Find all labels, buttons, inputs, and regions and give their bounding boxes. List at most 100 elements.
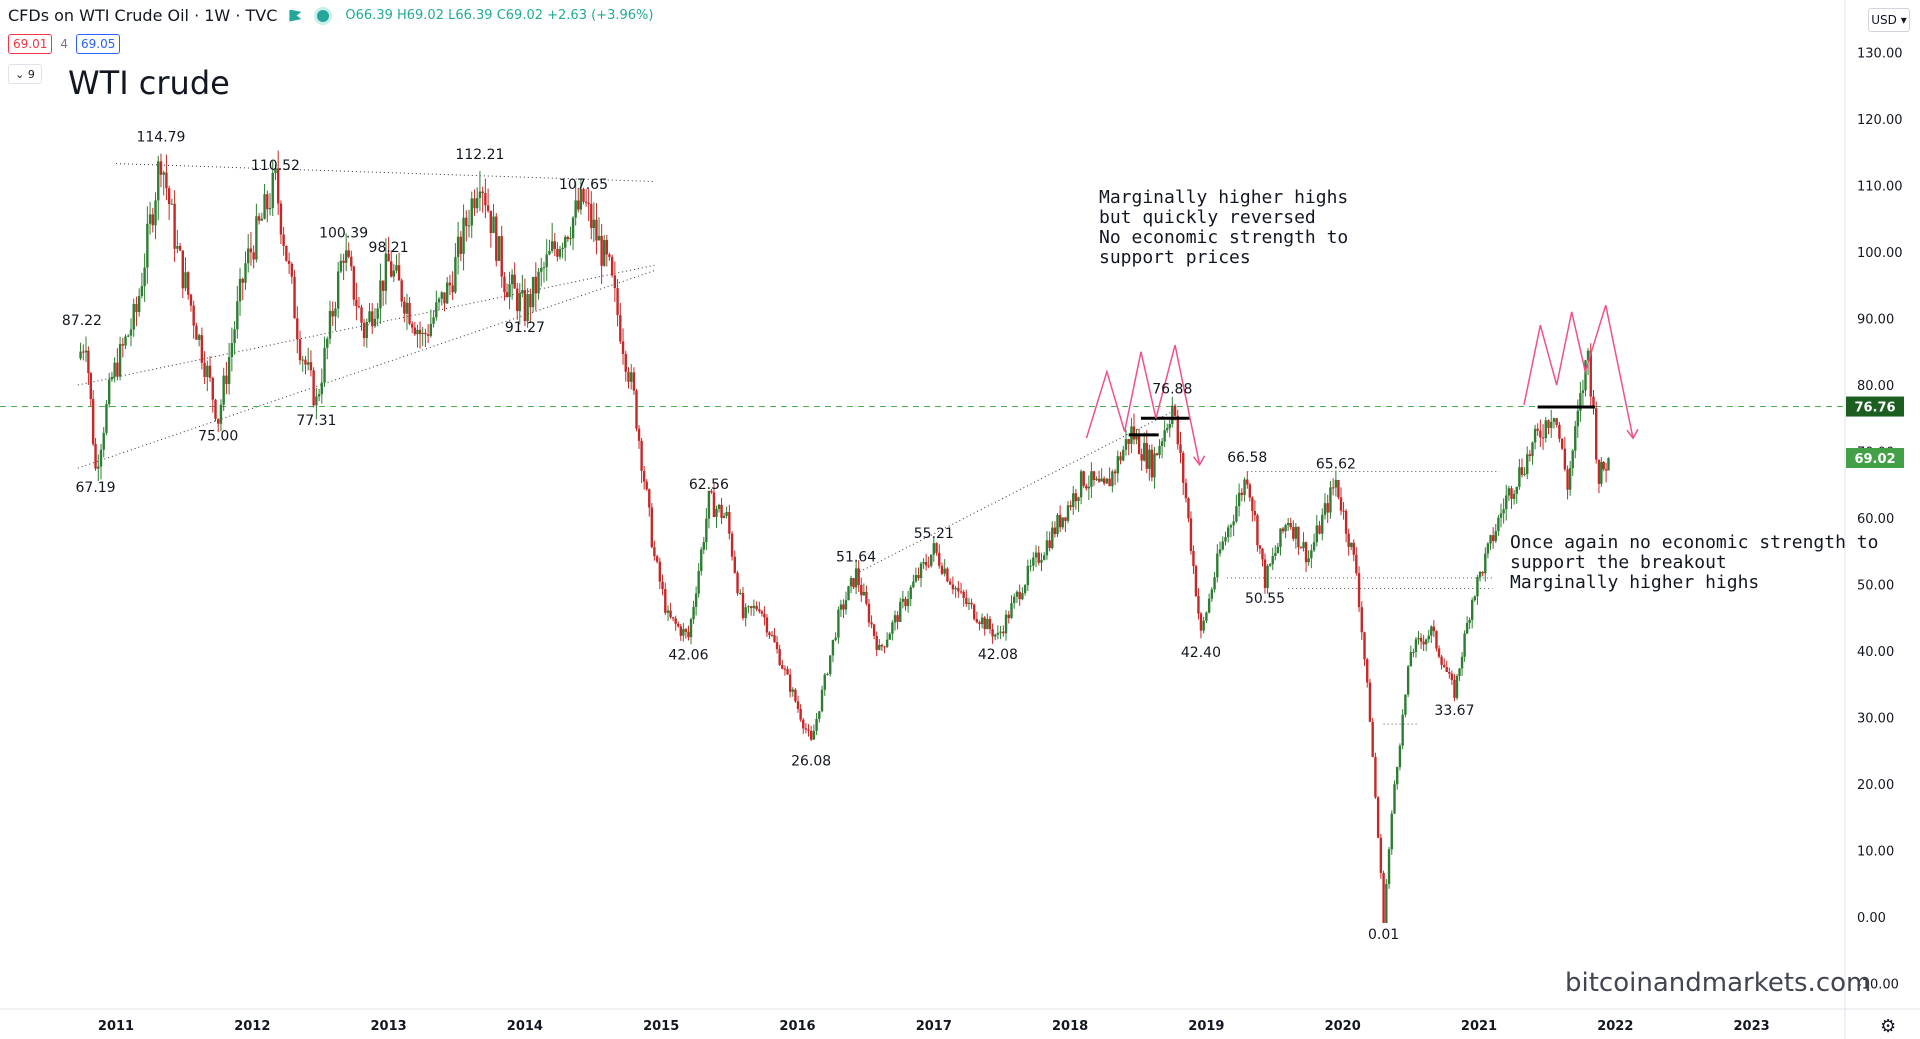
candle-body: [687, 631, 690, 638]
candle-body: [510, 274, 514, 285]
y-tick-label: 50.00: [1857, 579, 1894, 594]
candle-body: [891, 622, 894, 634]
candle-body: [781, 664, 784, 669]
candle-body: [1143, 442, 1146, 461]
price-annotation: 65.62: [1316, 457, 1356, 473]
candle-body: [410, 323, 414, 328]
candle-body: [1069, 505, 1072, 508]
candle-body: [317, 394, 321, 397]
candle-body: [820, 689, 824, 712]
candle-body: [211, 377, 214, 400]
candle-body: [991, 629, 994, 637]
candle-body: [326, 338, 329, 348]
candle-body: [689, 619, 693, 638]
candle-body: [1066, 505, 1070, 521]
candle-body: [1004, 614, 1008, 634]
candle-body: [666, 610, 670, 613]
candle-body: [339, 260, 343, 272]
candle-body: [360, 307, 363, 323]
candle-body: [1366, 659, 1369, 683]
x-tick-label: 2021: [1461, 1019, 1497, 1034]
candle-body: [1229, 525, 1233, 528]
candle-body: [624, 353, 627, 372]
candle-body: [957, 587, 960, 592]
candle-body: [962, 591, 965, 598]
candle-body: [896, 615, 899, 622]
candle-body: [566, 236, 570, 240]
candle-body: [1398, 745, 1402, 768]
candle-body: [1494, 531, 1497, 542]
candle-body: [613, 275, 617, 289]
candle-body: [542, 267, 546, 269]
symbol-title[interactable]: CFDs on WTI Crude Oil · 1W · TVC: [8, 6, 278, 25]
candle-body: [192, 305, 195, 326]
settings-gear-icon[interactable]: ⚙: [1880, 1016, 1897, 1037]
price-annotation: 62.56: [689, 477, 729, 493]
candle-body: [1122, 449, 1125, 461]
candle-body: [736, 572, 739, 594]
candle-body: [328, 310, 332, 339]
candle-body: [1589, 350, 1592, 397]
candle-body: [249, 248, 253, 253]
candle-body: [473, 198, 476, 209]
candle-body: [203, 362, 206, 378]
candle-body: [408, 302, 411, 324]
x-tick-label: 2013: [371, 1019, 407, 1034]
candle-body: [943, 568, 946, 574]
candle-body: [1064, 517, 1067, 521]
candle-body: [1584, 360, 1587, 391]
candle-body: [582, 189, 585, 202]
trendline: [115, 163, 655, 183]
candle-body: [462, 217, 465, 254]
y-tick-label: 90.00: [1857, 313, 1894, 328]
candle-body: [1194, 566, 1198, 596]
candle-body: [309, 362, 313, 371]
candle-body: [1095, 478, 1098, 481]
candle-body: [1360, 607, 1363, 633]
sell-price-button[interactable]: 69.01: [8, 34, 53, 54]
candle-body: [184, 272, 187, 289]
candle-body: [397, 265, 401, 281]
candle-body: [1248, 484, 1252, 498]
candle-body: [661, 581, 664, 590]
candle-body: [1347, 533, 1350, 547]
candle-body: [571, 217, 575, 239]
candle-body: [403, 301, 406, 314]
candle-body: [1350, 542, 1353, 547]
candle-body: [1189, 518, 1193, 551]
candle-body: [712, 492, 716, 518]
candle-body: [940, 565, 944, 574]
candle-body: [899, 601, 902, 622]
candle-body: [603, 239, 606, 266]
candle-body: [1505, 495, 1508, 510]
candle-body: [875, 635, 878, 650]
buy-price-button[interactable]: 69.05: [76, 34, 121, 54]
candle-body: [804, 728, 808, 730]
candle-body: [173, 203, 176, 249]
candle-body: [632, 372, 636, 391]
candle-body: [1286, 523, 1290, 526]
candle-body: [416, 329, 419, 335]
candle-body: [912, 581, 915, 588]
x-tick-label: 2016: [779, 1019, 815, 1034]
candle-body: [1294, 526, 1298, 539]
candle-body: [564, 236, 567, 248]
candle-body: [818, 711, 821, 719]
candle-body: [176, 246, 179, 249]
candle-body: [1552, 418, 1556, 422]
candle-body: [1512, 493, 1516, 499]
indicators-collapse-button[interactable]: ⌄ 9: [8, 64, 42, 84]
candle-body: [1321, 514, 1324, 534]
candle-body: [802, 719, 805, 729]
candle-body: [1077, 497, 1080, 502]
candle-body: [266, 194, 269, 210]
candle-body: [1376, 797, 1380, 838]
candle-body: [768, 632, 771, 636]
candle-body: [170, 203, 174, 205]
candle-body: [1419, 637, 1423, 642]
currency-select[interactable]: USD ▾: [1868, 8, 1910, 32]
candle-body: [765, 617, 769, 633]
candle-body: [233, 329, 236, 344]
candle-body: [390, 261, 393, 277]
